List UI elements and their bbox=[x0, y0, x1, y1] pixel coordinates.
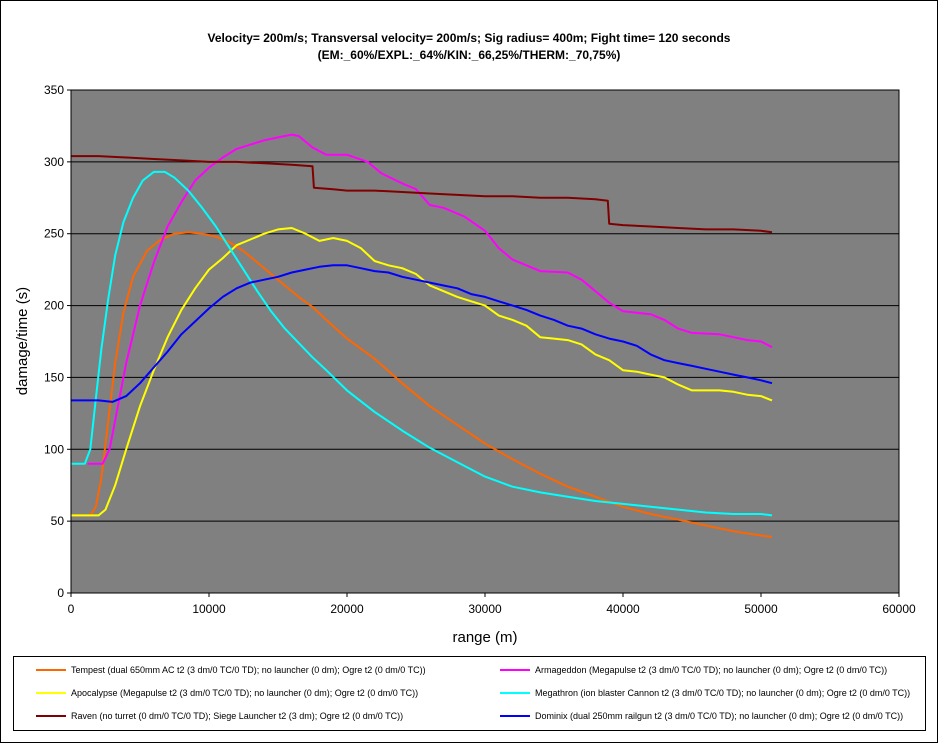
legend-item: Tempest (dual 650mm AC t2 (3 dm/0 TC/0 T… bbox=[36, 663, 426, 677]
x-tick-label: 60000 bbox=[882, 602, 916, 616]
legend-label: Raven (no turret (0 dm/0 TC/0 TD); Siege… bbox=[71, 711, 404, 721]
chart-legend: Tempest (dual 650mm AC t2 (3 dm/0 TC/0 T… bbox=[13, 656, 926, 731]
legend-swatch bbox=[36, 715, 66, 717]
legend-label: Armageddon (Megapulse t2 (3 dm/0 TC/0 TD… bbox=[535, 665, 888, 675]
x-tick-labels: 0 10000 20000 30000 40000 50000 60000 bbox=[68, 593, 916, 616]
legend-item: Megathron (ion blaster Cannon t2 (3 dm/0… bbox=[500, 686, 910, 700]
legend-swatch bbox=[500, 715, 530, 717]
line-chart: 0 10000 20000 30000 40000 50000 60000 0 50 100 15… bbox=[14, 83, 916, 646]
y-tick-label: 50 bbox=[51, 514, 65, 528]
y-tick-label: 300 bbox=[44, 155, 64, 169]
legend-label: Megathron (ion blaster Cannon t2 (3 dm/0… bbox=[535, 688, 911, 698]
legend-label: Dominix (dual 250mm railgun t2 (3 dm/0 T… bbox=[535, 711, 904, 721]
legend-swatch bbox=[36, 669, 66, 671]
y-tick-label: 0 bbox=[57, 586, 64, 600]
x-tick-label: 20000 bbox=[330, 602, 364, 616]
series-line-1 bbox=[87, 133, 773, 465]
legend-label: Apocalypse (Megapulse t2 (3 dm/0 TC/0 TD… bbox=[71, 688, 419, 698]
series-line-2 bbox=[71, 227, 773, 517]
legend-item: Dominix (dual 250mm railgun t2 (3 dm/0 T… bbox=[500, 709, 903, 723]
x-axis-label: range (m) bbox=[452, 629, 517, 646]
legend-item: Apocalypse (Megapulse t2 (3 dm/0 TC/0 TD… bbox=[36, 686, 418, 700]
series-line-4 bbox=[71, 155, 773, 234]
y-tick-label: 200 bbox=[44, 299, 64, 313]
x-tick-label: 50000 bbox=[744, 602, 778, 616]
y-tick-labels: 0 50 100 150 200 250 300 350 bbox=[44, 83, 71, 600]
chart-title: Velocity= 200m/s; Transversal velocity= … bbox=[207, 31, 731, 45]
series-line-5 bbox=[71, 264, 773, 403]
y-tick-label: 100 bbox=[44, 442, 64, 456]
x-tick-label: 10000 bbox=[192, 602, 226, 616]
plot-area bbox=[70, 89, 900, 594]
y-tick-label: 250 bbox=[44, 227, 64, 241]
y-tick-label: 350 bbox=[44, 83, 64, 97]
legend-swatch bbox=[500, 692, 530, 694]
series-lines bbox=[71, 133, 773, 538]
legend-item: Armageddon (Megapulse t2 (3 dm/0 TC/0 TD… bbox=[500, 663, 887, 677]
y-tick-label: 150 bbox=[44, 370, 64, 384]
x-tick-label: 40000 bbox=[606, 602, 640, 616]
x-tick-label: 30000 bbox=[468, 602, 502, 616]
legend-item: Raven (no turret (0 dm/0 TC/0 TD); Siege… bbox=[36, 709, 403, 723]
y-axis-label: damage/time (s) bbox=[14, 287, 31, 395]
legend-label: Tempest (dual 650mm AC t2 (3 dm/0 TC/0 T… bbox=[71, 665, 426, 675]
series-line-3 bbox=[71, 170, 773, 517]
x-tick-label: 0 bbox=[68, 602, 75, 616]
legend-swatch bbox=[500, 669, 530, 671]
legend-swatch bbox=[36, 692, 66, 694]
chart-subtitle: (EM:_60%/EXPL:_64%/KIN:_66,25%/THERM:_70… bbox=[317, 48, 621, 62]
